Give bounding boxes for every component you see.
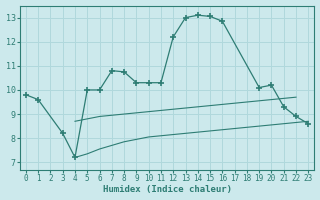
X-axis label: Humidex (Indice chaleur): Humidex (Indice chaleur) xyxy=(103,185,232,194)
